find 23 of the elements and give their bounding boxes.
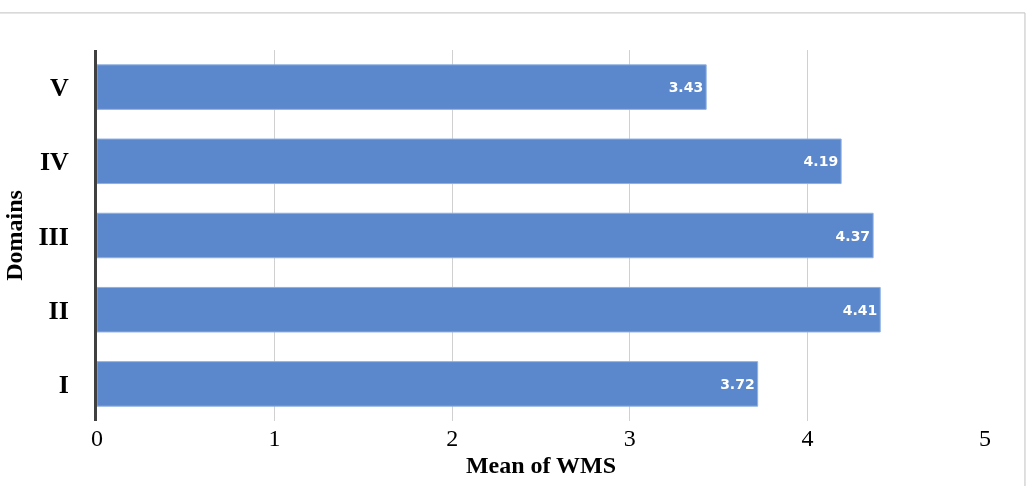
y-tick-label: V [50,73,70,103]
x-tick-label: 1 [268,425,281,451]
x-tick-label: 0 [91,425,103,451]
bar [97,286,881,333]
data-label: 4.37 [835,227,871,244]
y-tick-label: III [38,221,69,251]
x-tick-label: 2 [446,425,459,451]
bar [97,138,842,185]
bar [97,64,707,110]
y-tick-label: IV [39,147,70,177]
bar [97,361,759,407]
x-axis-title: Mean of WMS [465,452,617,479]
bar [97,212,874,259]
data-label: 4.41 [842,301,878,318]
data-label: 4.19 [803,153,839,170]
data-label: 3.72 [720,375,755,392]
y-tick-label: I [58,370,69,399]
x-tick-label: 4 [801,425,814,451]
x-tick-label: 3 [623,425,636,451]
x-tick-label: 5 [979,425,991,451]
y-axis-title: Domains [0,190,27,281]
y-tick-label: II [48,295,69,325]
data-label: 3.43 [668,79,704,96]
